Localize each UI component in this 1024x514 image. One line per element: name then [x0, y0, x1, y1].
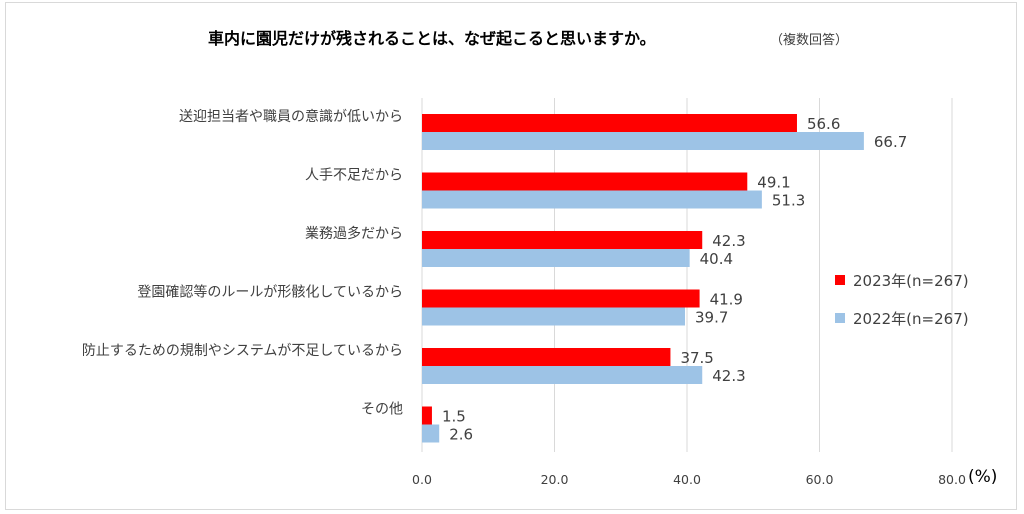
bar	[422, 424, 440, 443]
bar	[422, 249, 690, 267]
data-label: 42.3	[712, 367, 745, 385]
legend-label: 2023年(n=267)	[853, 272, 969, 290]
bar	[422, 406, 432, 425]
data-label: 37.5	[680, 349, 713, 367]
data-label: 41.9	[710, 291, 743, 309]
bars-group	[422, 114, 864, 443]
data-label: 51.3	[772, 192, 805, 210]
bar	[422, 114, 797, 132]
data-label: 42.3	[712, 232, 745, 250]
x-tick-label: 60.0	[806, 472, 834, 487]
data-label: 40.4	[700, 250, 733, 268]
labels-group: 0.0 20.0 40.0 60.0 80.0 送迎担当者や職員の意識が低いから 56.6 6…	[82, 108, 966, 487]
x-tick-label: 40.0	[673, 472, 701, 487]
bar	[422, 348, 671, 366]
data-label: 66.7	[874, 133, 907, 151]
bar	[422, 231, 703, 249]
category-label: その他	[361, 402, 403, 418]
data-label: 56.6	[807, 115, 840, 133]
data-label: 49.1	[757, 174, 790, 192]
bar	[422, 289, 700, 308]
bar	[422, 366, 703, 384]
legend-swatch	[835, 275, 845, 285]
data-label: 39.7	[695, 309, 728, 327]
x-tick-label: 0.0	[412, 472, 432, 487]
category-label: 業務過多だから	[305, 225, 403, 242]
legend: 2023年(n=267) 2022年(n=267)	[835, 272, 969, 328]
bar	[422, 172, 748, 191]
legend-swatch	[835, 313, 845, 323]
category-label: 登園確認等のルールが形骸化しているから	[137, 284, 403, 301]
bar	[422, 190, 762, 209]
category-label: 人手不足だから	[305, 168, 403, 184]
chart-subtitle: （複数回答）	[770, 32, 848, 48]
bar	[422, 307, 686, 326]
category-label: 防止するための規制やシステムが不足しているから	[82, 343, 403, 359]
gridlines	[421, 98, 953, 452]
data-label: 1.5	[442, 408, 466, 426]
legend-label: 2022年(n=267)	[853, 310, 969, 328]
chart-title: 車内に園児だけが残されることは、なぜ起こると思いますか。	[208, 29, 656, 48]
unit-label: (%)	[968, 467, 997, 487]
x-tick-label: 80.0	[938, 472, 966, 487]
bar	[422, 132, 864, 150]
category-label: 送迎担当者や職員の意識が低いから	[179, 108, 403, 125]
x-tick-label: 20.0	[541, 472, 569, 487]
data-label: 2.6	[449, 426, 473, 444]
